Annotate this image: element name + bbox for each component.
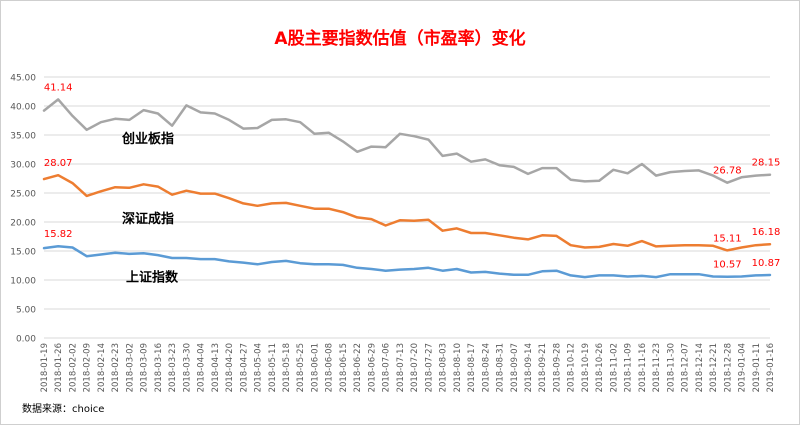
y-tick-label: 0.00 [16, 335, 36, 345]
x-tick-label: 2018-09-07 [510, 343, 520, 392]
x-tick-label: 2018-11-02 [609, 343, 619, 392]
x-tick-label: 2018-10-19 [581, 343, 591, 392]
data-label: 28.15 [752, 158, 781, 169]
x-tick-label: 2019-01-11 [752, 343, 762, 392]
y-tick-label: 15.00 [10, 248, 36, 258]
x-tick-label: 2018-08-31 [496, 343, 506, 392]
chart-title: A股主要指数估值（市盈率）变化 [274, 28, 525, 49]
x-tick-label: 2018-06-22 [353, 343, 363, 392]
y-tick-label: 40.00 [10, 103, 36, 113]
x-tick-label: 2018-03-16 [154, 343, 164, 392]
x-tick-label: 2018-03-02 [125, 343, 135, 392]
x-tick-label: 2018-08-17 [467, 343, 477, 392]
series-line [42, 244, 772, 279]
x-tick-label: 2018-04-27 [239, 343, 249, 392]
x-tick-label: 2019-01-04 [738, 343, 748, 392]
x-tick-label: 2018-01-26 [54, 343, 64, 392]
data-label: 41.14 [44, 82, 73, 93]
x-tick-label: 2018-07-13 [396, 343, 406, 392]
x-tick-label: 2018-02-14 [97, 343, 107, 392]
x-tick-label: 2018-08-03 [439, 343, 449, 392]
data-label: 26.78 [713, 166, 742, 177]
x-tick-label: 2018-03-09 [140, 343, 150, 392]
x-tick-label: 2018-05-11 [268, 343, 278, 392]
x-tick-label: 2018-02-02 [68, 343, 78, 392]
x-tick-label: 2018-07-27 [424, 343, 434, 392]
series-name-label: 创业板指 [121, 131, 174, 147]
data-label: 16.18 [752, 227, 781, 238]
x-tick-label: 2018-10-12 [567, 343, 577, 392]
x-tick-label: 2018-10-26 [595, 343, 605, 392]
y-tick-label: 10.00 [10, 277, 36, 287]
x-tick-label: 2018-12-07 [681, 343, 691, 392]
y-tick-label: 45.00 [10, 74, 36, 84]
x-tick-label: 2018-04-04 [197, 343, 207, 392]
data-label: 15.11 [713, 233, 742, 244]
x-tick-label: 2018-06-15 [339, 343, 349, 392]
series-name-label: 上证指数 [126, 270, 179, 286]
x-tick-label: 2018-08-24 [481, 343, 491, 392]
x-tick-label: 2018-12-28 [723, 343, 733, 392]
x-tick-label: 2018-07-20 [410, 343, 420, 392]
x-tick-label: 2019-01-16 [766, 343, 776, 392]
x-tick-label: 2018-05-04 [254, 343, 264, 392]
x-tick-label: 2018-12-14 [695, 343, 705, 392]
data-label: 10.87 [752, 258, 781, 269]
x-tick-label: 2018-05-25 [296, 343, 306, 392]
y-tick-label: 35.00 [10, 132, 36, 142]
x-tick-label: 2018-11-23 [652, 343, 662, 392]
x-tick-label: 2018-11-16 [638, 343, 648, 392]
y-tick-label: 5.00 [16, 306, 36, 316]
x-tick-label: 2018-06-08 [325, 343, 335, 392]
x-tick-label: 2018-04-20 [225, 343, 235, 392]
x-tick-label: 2018-01-19 [40, 343, 50, 392]
data-label: 10.57 [713, 260, 742, 271]
series-line [42, 173, 772, 252]
x-tick-label: 2018-09-28 [552, 343, 562, 392]
source-note: 数据来源：choice [22, 402, 104, 415]
x-tick-label: 2018-08-10 [453, 343, 463, 392]
x-tick-label: 2018-12-21 [709, 343, 719, 392]
x-tick-label: 2018-11-30 [666, 343, 676, 392]
x-tick-label: 2018-05-18 [282, 343, 292, 392]
y-tick-label: 25.00 [10, 190, 36, 200]
x-tick-label: 2018-02-23 [111, 343, 121, 392]
series-name-label: 深证成指 [122, 211, 174, 227]
x-tick-label: 2018-07-06 [382, 343, 392, 392]
data-label: 15.82 [44, 229, 73, 240]
y-tick-label: 30.00 [10, 161, 36, 171]
x-tick-label: 2018-03-23 [168, 343, 178, 392]
series-line [42, 98, 772, 184]
x-tick-label: 2018-02-09 [83, 343, 93, 392]
data-label: 28.07 [44, 158, 73, 169]
y-tick-label: 20.00 [10, 219, 36, 229]
x-tick-label: 2018-06-29 [367, 343, 377, 392]
x-tick-label: 2018-04-13 [211, 343, 221, 392]
x-tick-label: 2018-09-14 [524, 343, 534, 392]
x-tick-label: 2018-09-21 [538, 343, 548, 392]
x-tick-label: 2018-06-01 [310, 343, 320, 392]
x-tick-label: 2018-03-30 [182, 343, 192, 392]
x-tick-label: 2018-11-09 [624, 343, 634, 392]
